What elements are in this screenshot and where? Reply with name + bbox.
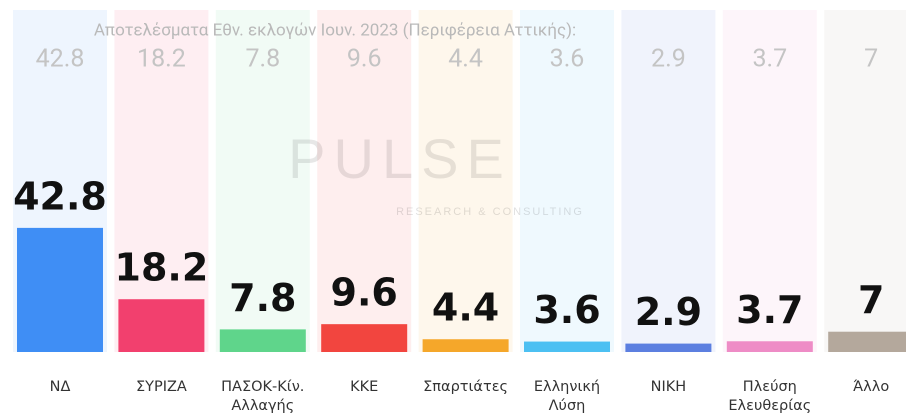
category-label: ΣΥΡΙΖΑ [135,379,187,395]
watermark-tagline: RESEARCH & CONSULTING [396,206,584,218]
value-label: 42.8 [13,174,107,218]
top-value-label: 3.6 [550,45,585,74]
category-label: Πλεύση Ελευθερίας [728,379,812,414]
top-value-label: 4.4 [448,45,483,74]
top-value-label: 2.9 [651,45,686,74]
bar [625,343,712,352]
top-value-label: 18.2 [137,45,186,74]
value-label: 7 [858,278,884,322]
column-background [418,10,513,352]
category-label: Ελληνική Λύση [533,379,601,414]
category-label: ΚΚΕ [350,379,379,395]
bar [321,324,408,352]
column-background [317,10,412,352]
column-background [215,10,310,352]
top-value-label: 9.6 [347,45,382,74]
category-label: ΝΔ [49,379,71,395]
category-label: Σπαρτιάτες [423,379,509,395]
chart-title: Αποτελέσματα Εθν. εκλογών Ιουν. 2023 (Πε… [94,20,576,40]
value-label: 3.7 [736,288,803,332]
column-background [114,10,209,352]
value-label: 7.8 [229,276,296,320]
bar [219,329,306,352]
value-label: 4.4 [432,286,499,330]
bar [118,299,205,352]
bar [726,341,813,352]
bar [422,339,509,352]
column-background [824,10,906,352]
watermark: PULSE [288,127,512,190]
top-value-label: 3.7 [752,45,787,74]
bar [17,227,103,352]
bar [828,331,906,352]
top-value-label: 7.8 [245,45,280,74]
value-label: 18.2 [115,246,209,290]
column-background [520,10,614,352]
category-label: Άλλο [853,379,890,395]
column-background [722,10,817,352]
value-label: 3.6 [533,288,600,332]
top-value-label: 7 [864,45,878,74]
category-label: ΠΑΣΟΚ-Κίν. Αλλαγής [221,379,305,414]
value-label: 2.9 [635,290,702,334]
category-label: ΝΙΚΗ [650,379,687,395]
top-value-label: 42.8 [36,45,85,74]
value-label: 9.6 [331,271,398,315]
bar [524,341,610,352]
column-background [621,10,716,352]
